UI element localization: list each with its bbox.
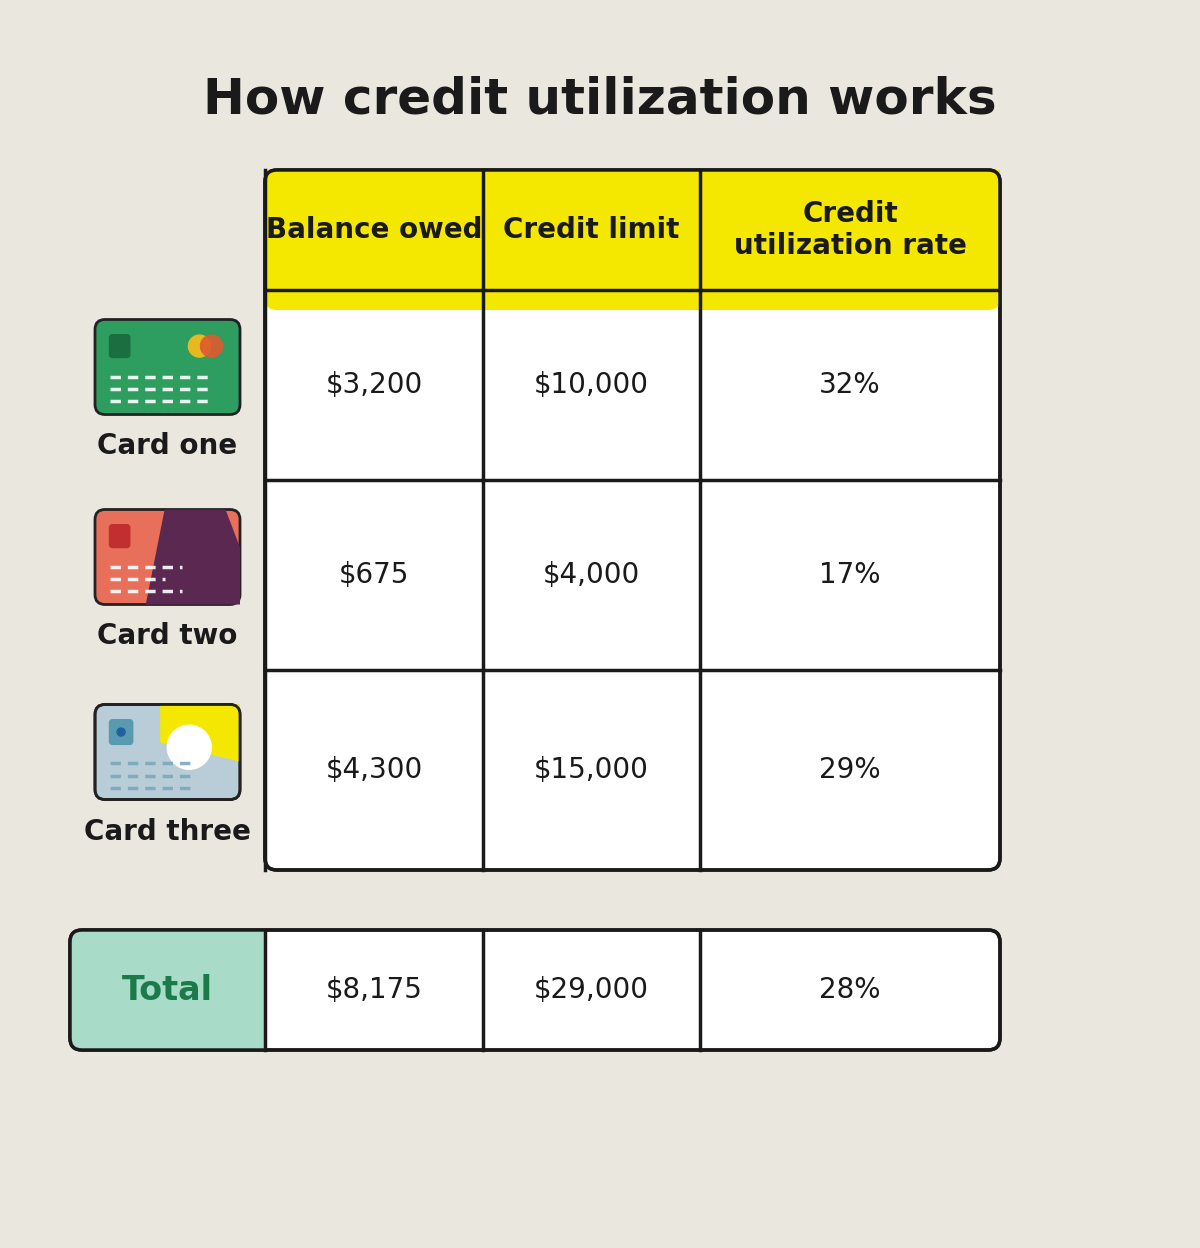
Circle shape: [118, 728, 125, 736]
Text: 17%: 17%: [820, 562, 881, 589]
Text: Card two: Card two: [97, 623, 238, 650]
Text: $675: $675: [338, 562, 409, 589]
Polygon shape: [161, 705, 240, 761]
FancyBboxPatch shape: [109, 334, 130, 357]
FancyBboxPatch shape: [95, 705, 240, 800]
Text: 32%: 32%: [820, 371, 881, 399]
Text: $8,175: $8,175: [325, 976, 422, 1003]
Text: 29%: 29%: [820, 756, 881, 784]
FancyBboxPatch shape: [95, 509, 240, 604]
Circle shape: [200, 336, 222, 357]
Polygon shape: [145, 509, 240, 604]
FancyBboxPatch shape: [70, 930, 265, 1050]
Bar: [250, 931, 265, 1050]
FancyBboxPatch shape: [265, 170, 1000, 310]
Text: $4,300: $4,300: [325, 756, 422, 784]
Text: $29,000: $29,000: [534, 976, 649, 1003]
FancyBboxPatch shape: [265, 170, 1000, 870]
Text: $10,000: $10,000: [534, 371, 649, 399]
FancyBboxPatch shape: [109, 720, 133, 744]
Text: $3,200: $3,200: [325, 371, 422, 399]
Circle shape: [188, 336, 210, 357]
Text: Card three: Card three: [84, 817, 251, 845]
FancyBboxPatch shape: [70, 930, 1000, 1050]
Text: Card one: Card one: [97, 433, 238, 461]
Bar: [265, 170, 1000, 290]
FancyBboxPatch shape: [95, 319, 240, 414]
Text: Credit
utilization rate: Credit utilization rate: [733, 200, 966, 260]
Text: $15,000: $15,000: [534, 756, 649, 784]
Text: Credit limit: Credit limit: [503, 216, 679, 245]
Text: Total: Total: [122, 973, 214, 1006]
Text: Balance owed: Balance owed: [265, 216, 482, 245]
Text: $4,000: $4,000: [542, 562, 640, 589]
FancyBboxPatch shape: [109, 524, 130, 548]
Circle shape: [167, 725, 211, 769]
Text: 28%: 28%: [820, 976, 881, 1003]
Text: How credit utilization works: How credit utilization works: [203, 75, 997, 124]
